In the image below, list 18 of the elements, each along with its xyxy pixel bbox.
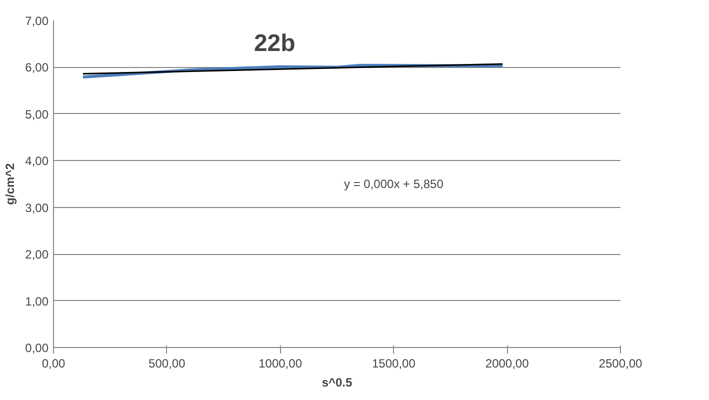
y-tick-label: 0,00 bbox=[25, 341, 49, 355]
y-tick-label: 3,00 bbox=[25, 200, 49, 215]
y-tick-label: 6,00 bbox=[25, 60, 49, 75]
y-axis-title: g/cm^2 bbox=[3, 162, 18, 205]
x-tick-label: 0,00 bbox=[42, 356, 66, 370]
x-tick-label: 2500,00 bbox=[598, 356, 643, 370]
chart-title: 22b bbox=[254, 30, 296, 57]
annotation: y = 0,000x + 5,850 bbox=[344, 177, 444, 191]
x-tick-label: 1000,00 bbox=[258, 356, 302, 370]
y-tick-label: 4,00 bbox=[25, 154, 49, 168]
y-tick-label: 5,00 bbox=[25, 107, 49, 122]
y-tick-label: 2,00 bbox=[25, 248, 49, 262]
y-tick-label: 1,00 bbox=[25, 294, 49, 308]
x-tick-label: 2000,00 bbox=[485, 356, 530, 370]
x-axis-title: s^0.5 bbox=[322, 376, 353, 390]
x-tick-label: 1500,00 bbox=[372, 356, 416, 370]
x-tick-label: 500,00 bbox=[148, 356, 186, 370]
y-tick-label: 7,00 bbox=[25, 14, 49, 28]
